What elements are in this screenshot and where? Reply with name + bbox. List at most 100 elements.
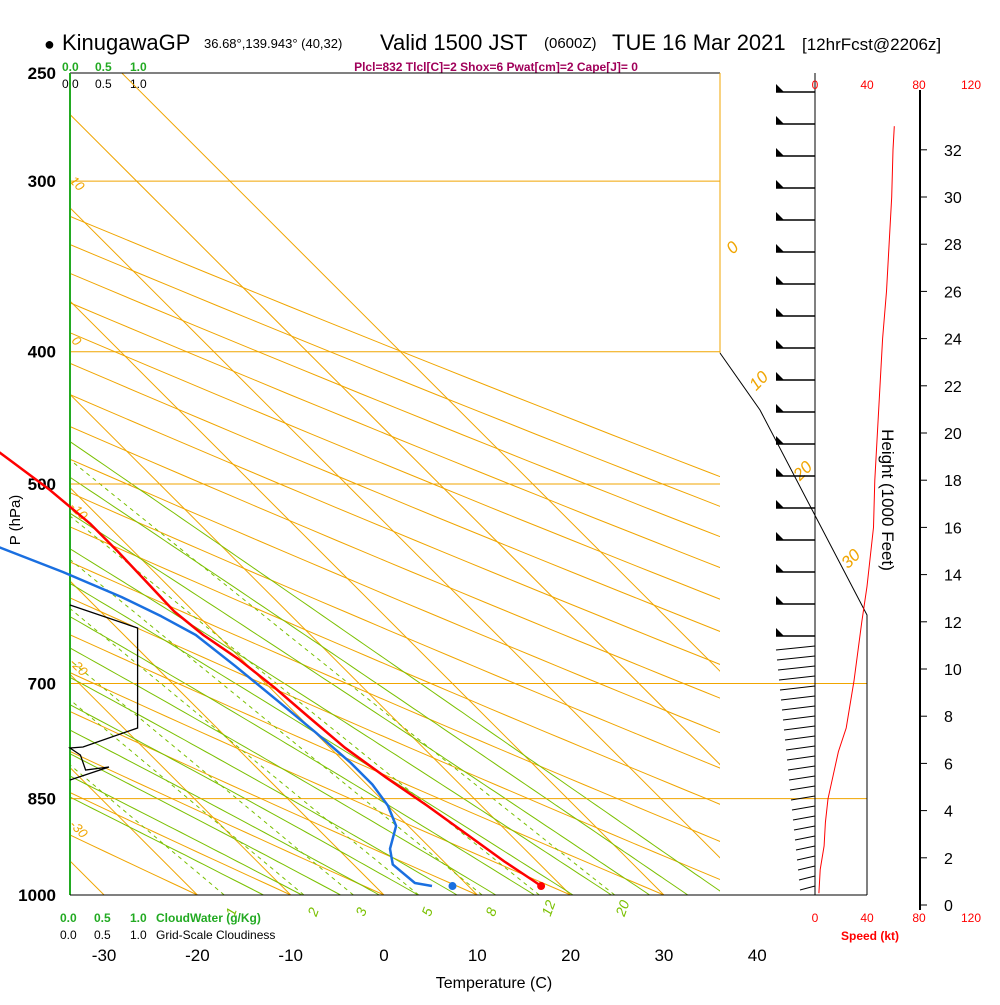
wind-barb	[798, 875, 816, 881]
moist-adiabat	[70, 476, 689, 895]
wind-barb	[791, 805, 816, 811]
wind-barb-flag	[776, 212, 784, 220]
forecast-info: [12hrFcst@2206z]	[802, 35, 941, 54]
speed-bottom-120: 120	[961, 911, 981, 925]
wind-barb-flag	[776, 372, 784, 380]
speed-bottom-40: 40	[860, 911, 874, 925]
bottom-cloud-water-05: 0.5	[94, 911, 111, 925]
speed-scale-top: 0 40 80 120	[812, 78, 982, 92]
moist-adiabat	[70, 548, 613, 895]
speed-top-40: 40	[860, 78, 874, 92]
wind-barb-flag	[776, 628, 784, 636]
mixing-ratio-line	[70, 699, 305, 895]
wind-barb	[775, 645, 816, 651]
dry-adiabat	[70, 362, 720, 633]
dry-adiabat	[70, 597, 720, 881]
wind-barb	[779, 685, 816, 691]
dry-adiabat	[70, 215, 720, 478]
wind-speed-profile	[818, 126, 895, 894]
wind-barb	[776, 655, 816, 661]
wind-barb-flag	[776, 148, 784, 156]
height-label-28: 28	[944, 237, 962, 254]
dewpoint-surface-marker	[448, 882, 457, 891]
mixing-ratio-line	[70, 459, 616, 895]
zulu-time: (0600Z)	[544, 35, 597, 52]
temp-label--10: -10	[278, 946, 303, 965]
bottom-cloud-water-0: 0.0	[60, 911, 77, 925]
temp-label-20: 20	[561, 946, 580, 965]
pressure-label-700: 700	[28, 675, 56, 694]
dry-adiabat	[70, 394, 720, 665]
wind-barb	[777, 665, 816, 671]
moist-adiabat	[70, 729, 381, 895]
wind-barb	[786, 755, 816, 761]
dry-adiabat	[70, 634, 666, 895]
temp-label--30: -30	[92, 946, 117, 965]
height-axis-label: Height (1000 Feet)	[878, 429, 897, 571]
wind-barb	[794, 835, 816, 841]
isotherm-label-30: 30	[837, 545, 864, 572]
dry-adiabat	[70, 792, 292, 895]
height-label-10: 10	[944, 662, 962, 679]
height-label-8: 8	[944, 709, 953, 726]
dry-adiabat	[70, 710, 479, 895]
wind-barb	[795, 845, 816, 851]
pressure-label-250: 250	[28, 64, 56, 83]
temp-label--20: -20	[185, 946, 210, 965]
wind-barb-flag	[776, 244, 784, 252]
wind-barb-flag	[776, 596, 784, 604]
temp-label-30: 30	[654, 946, 673, 965]
dewpoint-profile	[0, 546, 433, 888]
dry-adiabat	[70, 458, 720, 734]
wind-barb-flag	[776, 532, 784, 540]
cloudiness-scale-1: 1.0	[130, 77, 147, 91]
pressure-label-850: 850	[28, 790, 56, 809]
wind-barb-flag	[776, 564, 784, 572]
isotherm-line	[70, 580, 385, 895]
wind-barb	[785, 745, 816, 751]
wind-barb	[783, 725, 816, 731]
speed-bottom-80: 80	[912, 911, 926, 925]
wind-barb	[787, 765, 816, 771]
wind-barb	[780, 695, 816, 701]
isotherm-line	[70, 673, 292, 895]
moist-adiabat	[70, 647, 497, 895]
height-label-24: 24	[944, 332, 962, 349]
height-label-14: 14	[944, 568, 962, 585]
cloud-scale-bottom: 0.0 0.5 1.0 CloudWater (g/Kg) 0.0 0.5 1.…	[60, 911, 275, 942]
wind-barb	[778, 675, 816, 681]
wind-barb-flag	[776, 500, 784, 508]
height-label-20: 20	[944, 426, 962, 443]
cloudiness-label: Grid-Scale Cloudiness	[156, 928, 275, 942]
moist-adiabat	[70, 704, 420, 895]
wind-barb-flag	[776, 308, 784, 316]
cloudiness-profile	[68, 604, 139, 781]
wind-barb-flag	[776, 468, 784, 476]
dry-adiabat	[70, 332, 720, 600]
valid-time: Valid 1500 JST	[380, 30, 528, 55]
dry-adiabat	[70, 302, 720, 569]
wind-barb	[790, 795, 816, 801]
height-label-0: 0	[944, 898, 953, 915]
mix-label-20: 20	[612, 898, 633, 919]
pressure-label-1000: 1000	[18, 886, 56, 905]
moist-adiabat	[70, 441, 720, 892]
wind-barb-flag	[776, 276, 784, 284]
speed-top-80: 80	[912, 78, 926, 92]
moist-adiabat	[70, 796, 265, 895]
mix-label-3: 3	[352, 905, 370, 918]
height-label-32: 32	[944, 143, 962, 160]
wind-barb	[782, 715, 816, 721]
wind-barb	[788, 775, 816, 781]
speed-scale-bottom: 0 40 80 120	[812, 911, 982, 925]
height-label-16: 16	[944, 520, 962, 537]
mix-label-12: 12	[538, 898, 558, 918]
bottom-cloudiness-1: 1.0	[130, 928, 147, 942]
temp-label-0: 0	[379, 946, 388, 965]
moist-adiabat	[70, 582, 574, 895]
speed-axis-label: Speed (kt)	[841, 929, 899, 943]
wind-barbs	[775, 84, 816, 891]
cloud-water-scale-0: 0.0	[62, 60, 79, 74]
